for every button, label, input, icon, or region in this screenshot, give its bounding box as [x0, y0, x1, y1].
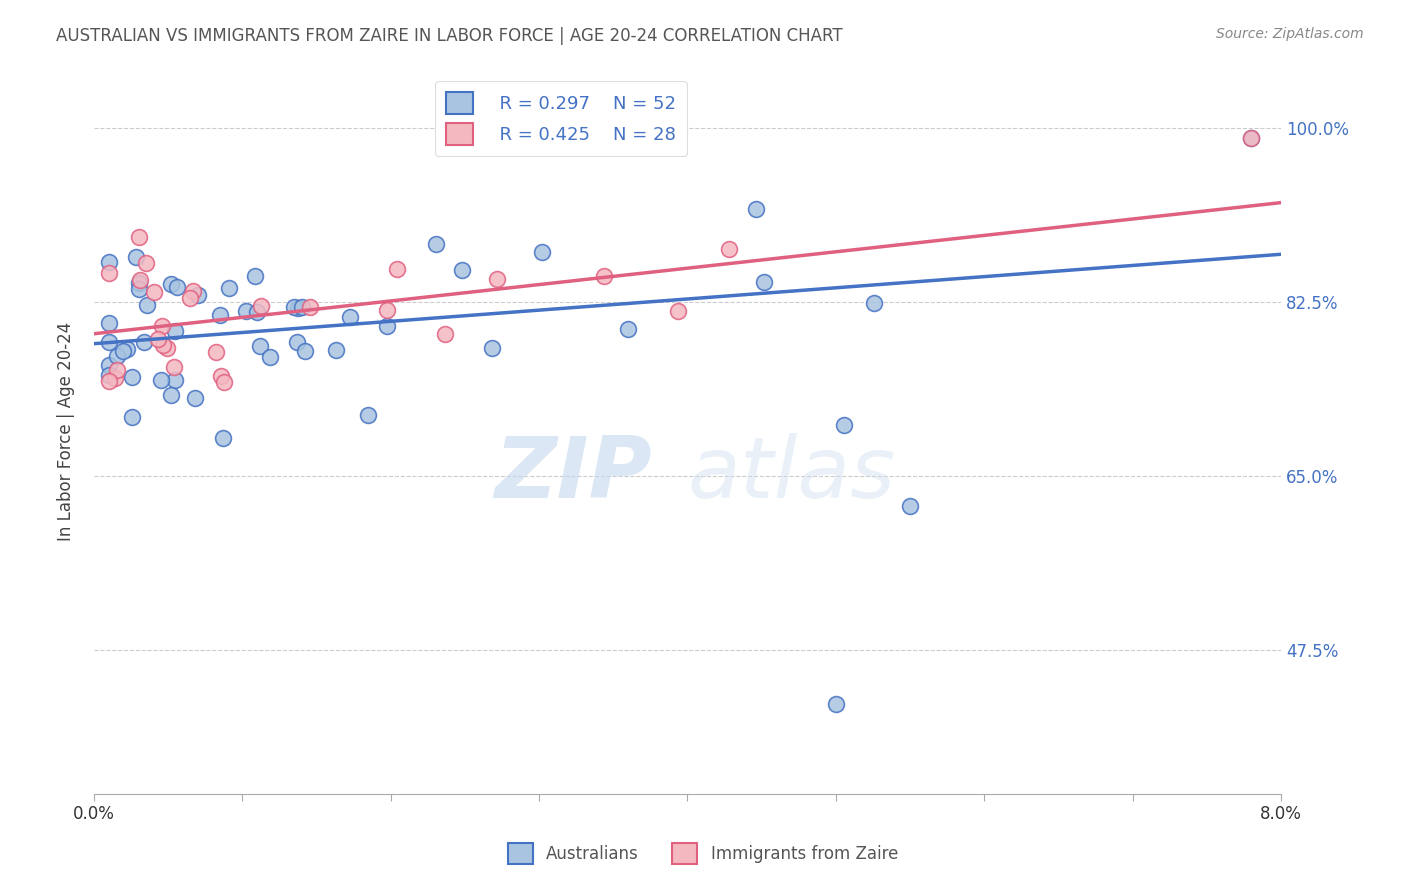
Point	[124, 250, 146, 264]
Point	[181, 284, 204, 298]
Text: Source: ZipAtlas.com: Source: ZipAtlas.com	[1216, 27, 1364, 41]
Point	[208, 308, 231, 322]
Text: ZIP: ZIP	[494, 434, 652, 516]
Point	[97, 335, 120, 350]
Point	[142, 285, 165, 300]
Point	[97, 266, 120, 280]
Point	[205, 344, 228, 359]
Text: atlas: atlas	[688, 434, 896, 516]
Point	[121, 410, 143, 425]
Point	[128, 282, 150, 296]
Point	[283, 301, 305, 315]
Point	[111, 344, 134, 359]
Point	[325, 343, 347, 358]
Point	[246, 305, 269, 319]
Point	[898, 499, 921, 513]
Point	[375, 303, 398, 318]
Point	[425, 236, 447, 251]
Point	[149, 373, 172, 387]
Point	[163, 324, 186, 338]
Point	[294, 344, 316, 359]
Point	[718, 242, 741, 256]
Point	[132, 334, 155, 349]
Point	[250, 299, 273, 313]
Point	[259, 350, 281, 364]
Point	[387, 261, 409, 276]
Point	[745, 202, 768, 216]
Point	[486, 272, 509, 286]
Point	[1240, 131, 1263, 145]
Point	[481, 341, 503, 355]
Point	[375, 318, 398, 333]
Point	[152, 338, 174, 352]
Point	[97, 255, 120, 269]
Point	[166, 279, 188, 293]
Point	[1240, 131, 1263, 145]
Point	[105, 363, 128, 377]
Point	[285, 335, 308, 350]
Point	[136, 298, 159, 312]
Legend:   R = 0.297    N = 52,   R = 0.425    N = 28: R = 0.297 N = 52, R = 0.425 N = 28	[436, 81, 686, 156]
Point	[97, 358, 120, 372]
Point	[617, 322, 640, 336]
Point	[128, 277, 150, 291]
Point	[163, 360, 186, 375]
Point	[184, 391, 207, 405]
Point	[450, 263, 472, 277]
Point	[146, 332, 169, 346]
Point	[187, 287, 209, 301]
Point	[121, 370, 143, 384]
Point	[117, 342, 139, 356]
Point	[339, 310, 361, 325]
Point	[156, 341, 179, 355]
Point	[218, 281, 240, 295]
Y-axis label: In Labor Force | Age 20-24: In Labor Force | Age 20-24	[58, 321, 75, 541]
Point	[128, 230, 150, 244]
Point	[105, 349, 128, 363]
Point	[832, 417, 855, 432]
Point	[235, 304, 257, 318]
Point	[97, 316, 120, 330]
Point	[104, 370, 127, 384]
Point	[752, 275, 775, 289]
Point	[179, 291, 201, 305]
Point	[163, 373, 186, 387]
Point	[666, 303, 689, 318]
Point	[357, 408, 380, 422]
Point	[287, 301, 309, 315]
Point	[243, 269, 266, 284]
Text: AUSTRALIAN VS IMMIGRANTS FROM ZAIRE IN LABOR FORCE | AGE 20-24 CORRELATION CHART: AUSTRALIAN VS IMMIGRANTS FROM ZAIRE IN L…	[56, 27, 842, 45]
Point	[160, 388, 183, 402]
Point	[135, 256, 157, 270]
Point	[212, 376, 235, 390]
Point	[150, 319, 173, 334]
Point	[97, 368, 120, 382]
Point	[129, 273, 152, 287]
Point	[592, 269, 614, 284]
Point	[862, 296, 884, 310]
Point	[97, 374, 120, 388]
Point	[249, 339, 271, 353]
Point	[159, 277, 181, 291]
Point	[212, 431, 235, 445]
Point	[824, 698, 846, 712]
Point	[299, 300, 322, 314]
Legend: Australians, Immigrants from Zaire: Australians, Immigrants from Zaire	[502, 837, 904, 871]
Point	[291, 300, 314, 314]
Point	[433, 326, 456, 341]
Point	[530, 244, 553, 259]
Point	[209, 369, 232, 384]
